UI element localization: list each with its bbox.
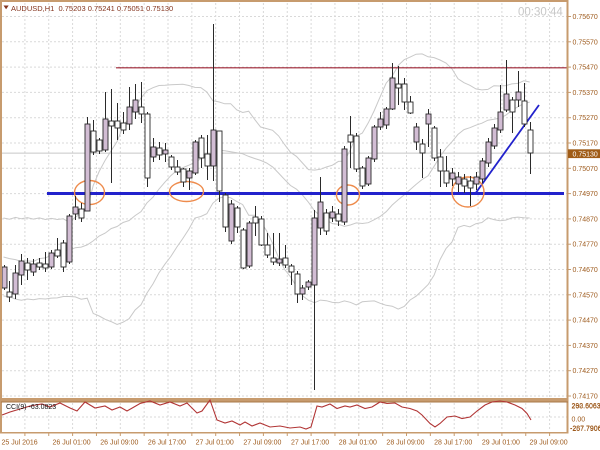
svg-text:260.6063: 260.6063 bbox=[572, 404, 600, 411]
svg-text:0.75270: 0.75270 bbox=[573, 115, 598, 122]
svg-text:26 Jul 17:00: 26 Jul 17:00 bbox=[148, 440, 186, 447]
svg-text:27 Jul 01:00: 27 Jul 01:00 bbox=[196, 440, 234, 447]
svg-text:CCI(9) -63.0823: CCI(9) -63.0823 bbox=[6, 404, 56, 411]
svg-text:0.75470: 0.75470 bbox=[573, 65, 598, 72]
svg-text:27 Jul 09:00: 27 Jul 09:00 bbox=[243, 440, 281, 447]
svg-text:0.75670: 0.75670 bbox=[573, 14, 598, 21]
svg-text:28 Jul 01:00: 28 Jul 01:00 bbox=[339, 440, 377, 447]
svg-text:00:30:44: 00:30:44 bbox=[518, 7, 563, 19]
svg-text:29 Jul 01:00: 29 Jul 01:00 bbox=[482, 440, 520, 447]
svg-text:0.74270: 0.74270 bbox=[573, 368, 598, 375]
svg-text:27 Jul 17:00: 27 Jul 17:00 bbox=[291, 440, 329, 447]
svg-text:0.75370: 0.75370 bbox=[573, 90, 598, 97]
svg-text:0.74770: 0.74770 bbox=[573, 242, 598, 249]
svg-text:0.00: 0.00 bbox=[572, 416, 586, 423]
svg-text:0.74470: 0.74470 bbox=[573, 318, 598, 325]
svg-text:28 Jul 17:00: 28 Jul 17:00 bbox=[434, 440, 472, 447]
svg-text:0.74970: 0.74970 bbox=[573, 191, 598, 198]
svg-text:AUDUSD,H1 0.75203 0.75241 0.7: AUDUSD,H1 0.75203 0.75241 0.75051 0.7513… bbox=[11, 4, 173, 13]
svg-text:0.75170: 0.75170 bbox=[573, 141, 598, 148]
svg-text:25 Jul 2016: 25 Jul 2016 bbox=[2, 440, 38, 447]
svg-text:0.74670: 0.74670 bbox=[573, 267, 598, 274]
svg-text:0.74870: 0.74870 bbox=[573, 216, 598, 223]
svg-text:0.75130: 0.75130 bbox=[573, 151, 598, 158]
svg-text:-257.7906: -257.7906 bbox=[570, 426, 600, 433]
svg-text:26 Jul 01:00: 26 Jul 01:00 bbox=[53, 440, 91, 447]
svg-text:292.6063: 292.6063 bbox=[572, 403, 600, 410]
svg-text:29 Jul 09:00: 29 Jul 09:00 bbox=[530, 440, 568, 447]
svg-text:28 Jul 09:00: 28 Jul 09:00 bbox=[386, 440, 424, 447]
svg-text:0.75570: 0.75570 bbox=[573, 39, 598, 46]
svg-text:0.75070: 0.75070 bbox=[573, 166, 598, 173]
svg-text:26 Jul 09:00: 26 Jul 09:00 bbox=[100, 440, 138, 447]
svg-text:0.74570: 0.74570 bbox=[573, 292, 598, 299]
svg-text:0.74370: 0.74370 bbox=[573, 343, 598, 350]
svg-text:0.74170: 0.74170 bbox=[573, 394, 598, 401]
svg-text:-287.7906: -287.7906 bbox=[570, 426, 600, 433]
